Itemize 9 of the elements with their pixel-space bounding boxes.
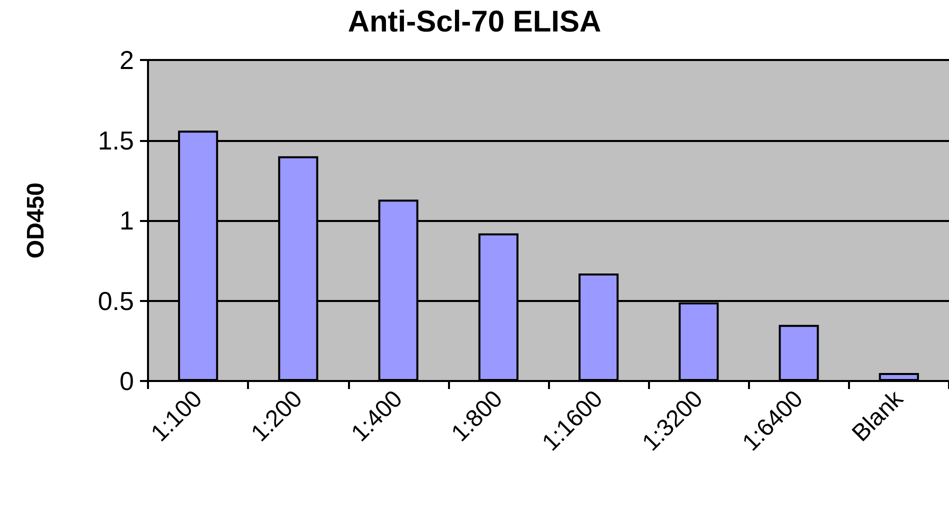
y-tick-label: 1.5 bbox=[98, 125, 134, 156]
y-tick-label: 0.5 bbox=[98, 286, 134, 316]
y-tick-label: 0 bbox=[120, 366, 134, 396]
y-tick-label: 1 bbox=[120, 206, 134, 236]
chart-title: Anti-Scl-70 ELISA bbox=[348, 6, 602, 38]
y-tick-label: 2 bbox=[120, 45, 134, 75]
y-axis-title: OD450 bbox=[22, 182, 50, 259]
bar bbox=[878, 372, 919, 381]
bar bbox=[778, 324, 819, 381]
